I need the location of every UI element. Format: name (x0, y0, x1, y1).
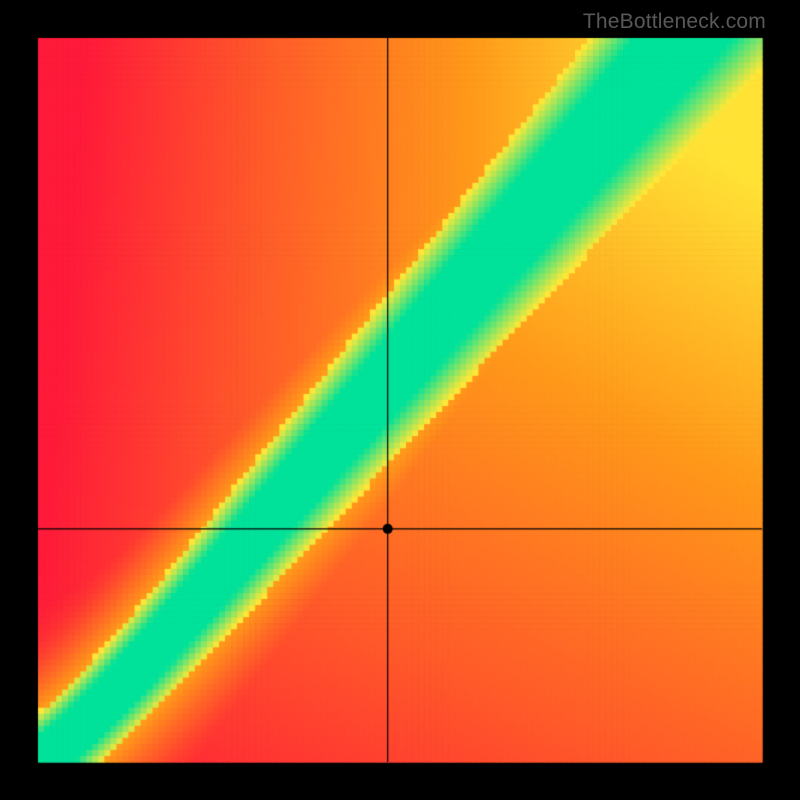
bottleneck-heatmap (0, 0, 800, 800)
watermark-text: TheBottleneck.com (583, 10, 766, 34)
chart-container: TheBottleneck.com (0, 0, 800, 800)
